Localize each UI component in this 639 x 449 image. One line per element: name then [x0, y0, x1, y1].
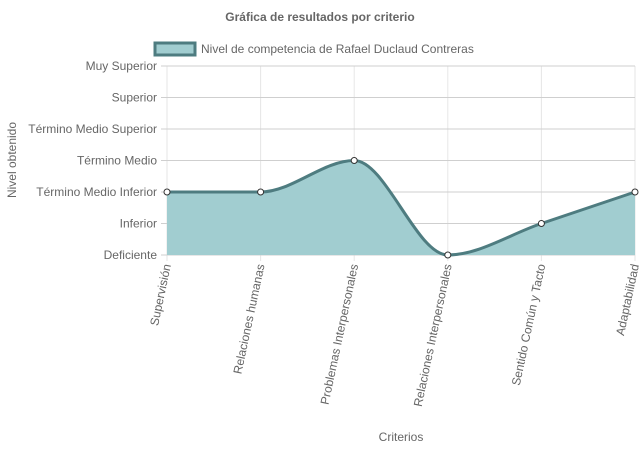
y-tick-label: Inferior — [120, 217, 157, 231]
x-tick-label: Supervisión — [147, 263, 174, 327]
legend-label[interactable]: Nivel de competencia de Rafael Duclaud C… — [201, 42, 474, 56]
data-point[interactable] — [163, 188, 171, 196]
y-tick-label: Término Medio Inferior — [36, 185, 157, 199]
data-point[interactable] — [257, 188, 265, 196]
chart-title: Gráfica de resultados por criterio — [225, 10, 414, 24]
y-tick-label: Término Medio — [77, 154, 157, 168]
data-point[interactable] — [631, 188, 639, 196]
y-tick-label: Muy Superior — [86, 59, 157, 73]
x-tick-label: Relaciones Interpersonales — [411, 263, 455, 408]
data-point[interactable] — [444, 251, 452, 259]
y-tick-label: Deficiente — [104, 248, 158, 262]
x-tick-label: Relaciones humanas — [231, 263, 268, 376]
y-axis-ticks: Deficiente Inferior Término Medio Inferior… — [28, 59, 157, 262]
legend[interactable]: Nivel de competencia de Rafael Duclaud C… — [153, 41, 474, 57]
x-tick-label: Problemas Interpersonales — [318, 263, 362, 406]
legend-swatch[interactable] — [153, 41, 197, 57]
y-tick-label: Superior — [112, 91, 157, 105]
series-layer — [163, 157, 639, 259]
data-point[interactable] — [350, 157, 358, 164]
y-axis-label: Nivel obtenido — [5, 122, 19, 198]
x-tick-label: Sentido Común y Tacto — [509, 262, 549, 386]
x-tick-label: Adaptabilidad — [613, 263, 639, 337]
x-axis-label: Criterios — [379, 430, 424, 444]
y-tick-label: Término Medio Superior — [28, 122, 157, 136]
x-axis-ticks: Supervisión Relaciones humanas Problemas I… — [147, 262, 639, 407]
data-point[interactable] — [537, 220, 545, 227]
